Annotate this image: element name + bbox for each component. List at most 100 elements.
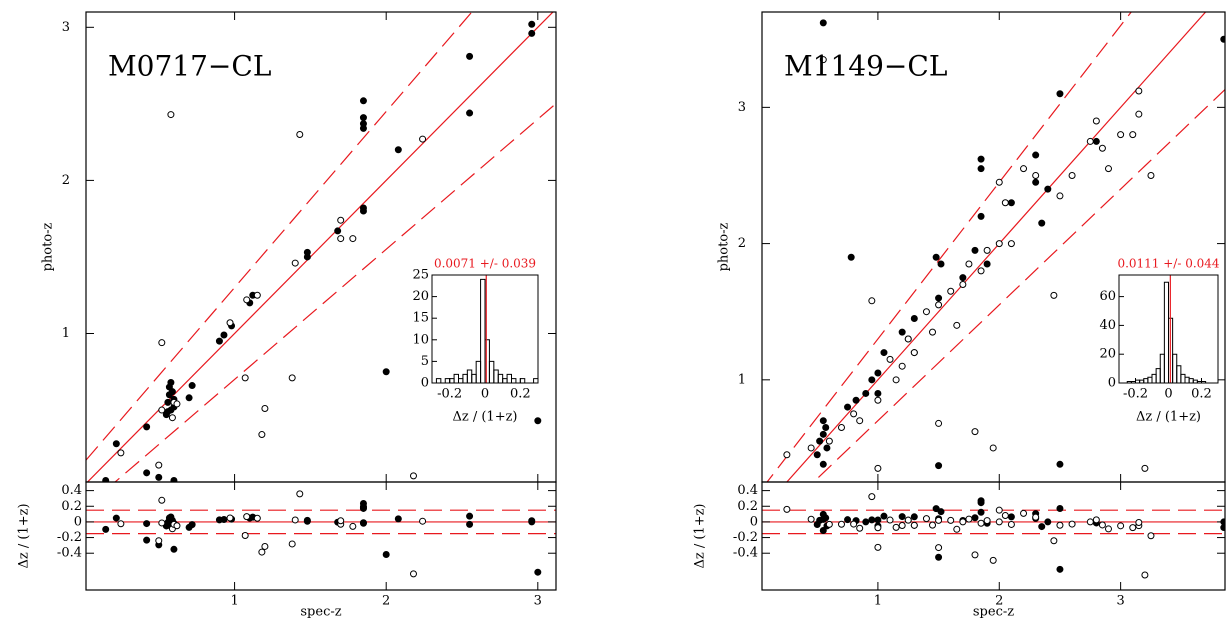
residual-point	[874, 543, 882, 551]
cluster-label: M0717−CL	[108, 50, 271, 83]
residual-frame	[761, 481, 1226, 591]
residual-point	[819, 510, 827, 518]
inset-y-tick-label: 10	[412, 332, 429, 347]
data-point	[874, 389, 882, 397]
data-point	[898, 328, 906, 336]
y-tick-label: 2	[62, 173, 70, 188]
data-point	[1032, 178, 1040, 186]
x-axis-label: spec-z	[973, 605, 1014, 619]
main-plot	[766, 1, 1225, 482]
data-point	[856, 417, 864, 425]
data-point	[243, 296, 251, 304]
data-point	[922, 308, 930, 316]
residual-point	[953, 525, 961, 533]
data-point	[977, 267, 985, 275]
data-point	[296, 130, 304, 138]
data-point	[1001, 199, 1009, 207]
data-point	[359, 204, 367, 212]
data-point	[253, 291, 261, 299]
residual-point	[874, 524, 882, 532]
data-point	[959, 280, 967, 288]
residual-point	[1007, 520, 1015, 528]
data-point	[1104, 165, 1112, 173]
residual-point	[929, 521, 937, 529]
residual-point	[112, 514, 120, 522]
residual-point	[922, 515, 930, 523]
residual-point	[874, 516, 882, 524]
residual-point	[819, 526, 827, 534]
data-point	[1068, 171, 1076, 179]
data-point	[971, 428, 979, 436]
inset-x-tick-label: -0.2	[1123, 387, 1148, 402]
data-point	[168, 414, 176, 422]
data-point	[220, 331, 228, 339]
residual-point	[349, 522, 357, 530]
data-point	[226, 319, 234, 327]
data-point	[143, 469, 151, 477]
residual-frame	[85, 481, 557, 591]
residual-plot	[86, 490, 556, 578]
y-tick-label: 3	[738, 100, 746, 115]
data-point	[1117, 131, 1125, 139]
data-point	[1038, 219, 1046, 227]
residual-point	[989, 556, 997, 564]
data-point	[819, 430, 827, 438]
residual-point	[892, 523, 900, 531]
residual-point	[816, 516, 824, 524]
data-point	[167, 111, 175, 119]
residual-point	[382, 551, 390, 559]
data-point	[816, 437, 824, 445]
data-point	[874, 369, 882, 377]
residual-point	[241, 532, 249, 540]
residual-point	[243, 513, 251, 521]
data-point	[382, 368, 390, 376]
data-point	[820, 1, 826, 7]
data-point	[1141, 464, 1149, 472]
data-point	[1092, 117, 1100, 125]
residual-point	[977, 499, 985, 507]
residual-point	[188, 521, 196, 529]
residual-point	[904, 516, 912, 524]
residual-point	[947, 516, 955, 524]
main-plot	[86, 12, 556, 482]
residual-point	[117, 520, 125, 528]
residual-point	[898, 513, 906, 521]
residual-point	[886, 516, 894, 524]
data-point	[528, 29, 536, 37]
inset-y-tick-label: 0	[1108, 376, 1116, 391]
data-point	[886, 355, 894, 363]
residual-point	[932, 505, 940, 513]
residual-point	[1117, 522, 1125, 530]
inset-y-tick-label: 0	[421, 376, 429, 391]
data-point	[929, 328, 937, 336]
residual-point	[155, 537, 163, 545]
data-point	[937, 260, 945, 268]
residual-point	[409, 570, 417, 578]
inset-y-tick-label: 5	[421, 354, 429, 369]
data-point	[959, 274, 967, 282]
residual-point	[898, 521, 906, 529]
data-point	[852, 396, 860, 404]
residual-point	[995, 518, 1003, 526]
residual-point	[935, 516, 943, 524]
residual-point	[143, 536, 151, 544]
data-point	[935, 301, 943, 309]
inset-x-label: Δz / (1+z)	[452, 410, 517, 425]
data-point	[904, 335, 912, 343]
residual-point	[1068, 520, 1076, 528]
data-point	[102, 476, 110, 482]
data-point	[898, 362, 906, 370]
residual-y-tick-label: -0.2	[733, 530, 758, 545]
data-point	[892, 376, 900, 384]
residual-point	[1147, 532, 1155, 540]
data-point	[783, 451, 791, 459]
residual-point	[303, 517, 311, 525]
data-point	[935, 419, 943, 427]
data-point	[977, 212, 985, 220]
cluster-label: M1149−CL	[784, 50, 947, 83]
data-point	[334, 227, 342, 235]
residual-point	[102, 525, 110, 533]
inset-y-tick-label: 40	[1099, 318, 1116, 333]
data-point	[874, 464, 882, 472]
